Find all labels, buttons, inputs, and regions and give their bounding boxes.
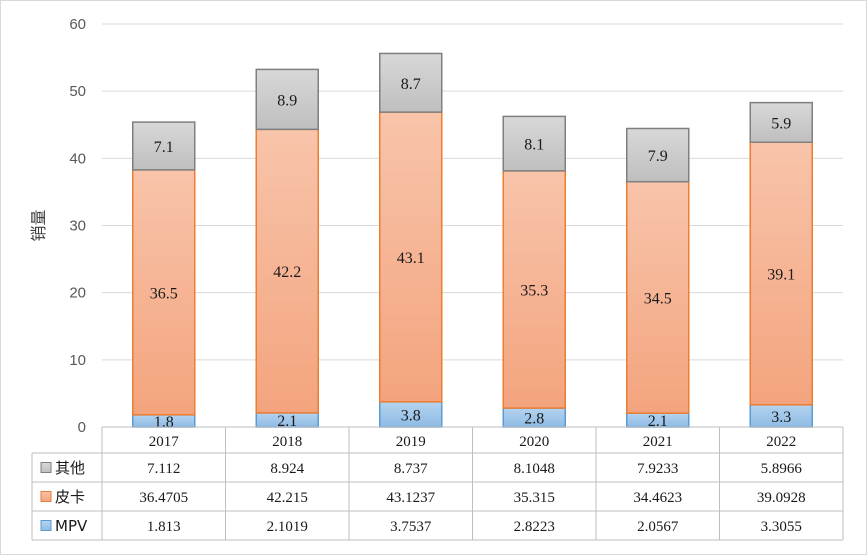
category-label: 2019 bbox=[396, 434, 426, 450]
data-labels: 1.8 36.5 7.1 2.1 42.2 8.9 3.8 43.1 8.7 2.8 35.3 8.1… bbox=[150, 76, 796, 431]
table-cell: 42.215 bbox=[267, 490, 308, 506]
table-cell: 34.4623 bbox=[633, 490, 682, 506]
data-label: 3.8 bbox=[401, 407, 421, 424]
data-label: 7.1 bbox=[154, 139, 174, 156]
bar-segment bbox=[255, 128, 319, 414]
table-cell: 7.112 bbox=[147, 461, 180, 477]
gridlines bbox=[102, 23, 843, 428]
table-cell: 5.8966 bbox=[761, 461, 803, 477]
table-cell: 2.8223 bbox=[514, 519, 555, 535]
y-tick-label: 60 bbox=[69, 16, 86, 33]
table-cell: 39.0928 bbox=[757, 490, 806, 506]
y-tick-label: 40 bbox=[69, 150, 86, 167]
table-cell: 1.813 bbox=[147, 519, 181, 535]
table-cell: 36.4705 bbox=[139, 490, 188, 506]
category-label: 2022 bbox=[766, 434, 796, 450]
bar-segment bbox=[749, 101, 813, 143]
bar-segment bbox=[132, 169, 196, 416]
bar-segment bbox=[379, 111, 443, 403]
table-cell: 2.1019 bbox=[267, 519, 308, 535]
y-tick-label: 20 bbox=[69, 285, 86, 302]
data-label: 39.1 bbox=[767, 267, 795, 284]
data-label: 8.1 bbox=[524, 137, 544, 154]
data-label: 5.9 bbox=[771, 115, 791, 132]
category-label: 2017 bbox=[149, 434, 180, 450]
bar-segment bbox=[255, 68, 319, 131]
legend-swatch bbox=[40, 520, 52, 531]
data-label: 1.8 bbox=[154, 414, 174, 431]
data-label: 43.1 bbox=[397, 250, 425, 267]
bar-segment bbox=[749, 141, 813, 406]
table-cell: 8.924 bbox=[270, 461, 304, 477]
y-tick-label: 30 bbox=[69, 218, 86, 235]
bar-segment bbox=[502, 115, 566, 172]
y-axis-ticks: 0 10 20 30 40 50 60 bbox=[69, 16, 86, 436]
category-label: 2020 bbox=[519, 434, 549, 450]
bars bbox=[132, 52, 813, 428]
bar-segment bbox=[132, 121, 196, 171]
y-axis-label: 销量 bbox=[29, 209, 48, 241]
table-cell: 7.9233 bbox=[637, 461, 678, 477]
data-label: 34.5 bbox=[644, 290, 672, 307]
data-label: 36.5 bbox=[150, 285, 178, 302]
data-label: 2.1 bbox=[277, 413, 297, 430]
data-label: 2.8 bbox=[524, 411, 544, 428]
table-cell: 8.737 bbox=[394, 461, 428, 477]
table-cell: 43.1237 bbox=[386, 490, 435, 506]
legend-swatch bbox=[40, 491, 52, 502]
bar-segment bbox=[379, 52, 443, 113]
table-cell: 3.3055 bbox=[761, 519, 802, 535]
category-label: 2018 bbox=[272, 434, 302, 450]
category-label: 2021 bbox=[643, 434, 673, 450]
y-tick-label: 10 bbox=[69, 352, 86, 369]
y-tick-label: 50 bbox=[69, 83, 86, 100]
data-label: 8.9 bbox=[277, 92, 297, 109]
data-label: 7.9 bbox=[648, 148, 668, 165]
table-cell: 8.1048 bbox=[514, 461, 555, 477]
y-tick-label: 0 bbox=[78, 419, 86, 436]
data-label: 35.3 bbox=[520, 282, 548, 299]
data-label: 2.1 bbox=[648, 413, 668, 430]
legend-swatch bbox=[40, 462, 52, 473]
data-label: 3.3 bbox=[771, 409, 791, 426]
bar-segment bbox=[626, 180, 690, 414]
legend-label: 其他 bbox=[55, 459, 85, 477]
table-cell: 2.0567 bbox=[637, 519, 679, 535]
data-table: 2017 2018 2019 2020 2021 2022 其他 7.112 8.924 8.73… bbox=[31, 426, 844, 541]
data-label: 42.2 bbox=[273, 264, 301, 281]
data-label: 8.7 bbox=[401, 76, 421, 93]
legend-label: MPV bbox=[55, 517, 88, 535]
bar-segment bbox=[502, 170, 566, 409]
legend-label: 皮卡 bbox=[55, 488, 85, 506]
table-cell: 3.7537 bbox=[390, 519, 432, 535]
table-cell: 35.315 bbox=[514, 490, 555, 506]
bar-segment bbox=[626, 127, 690, 183]
